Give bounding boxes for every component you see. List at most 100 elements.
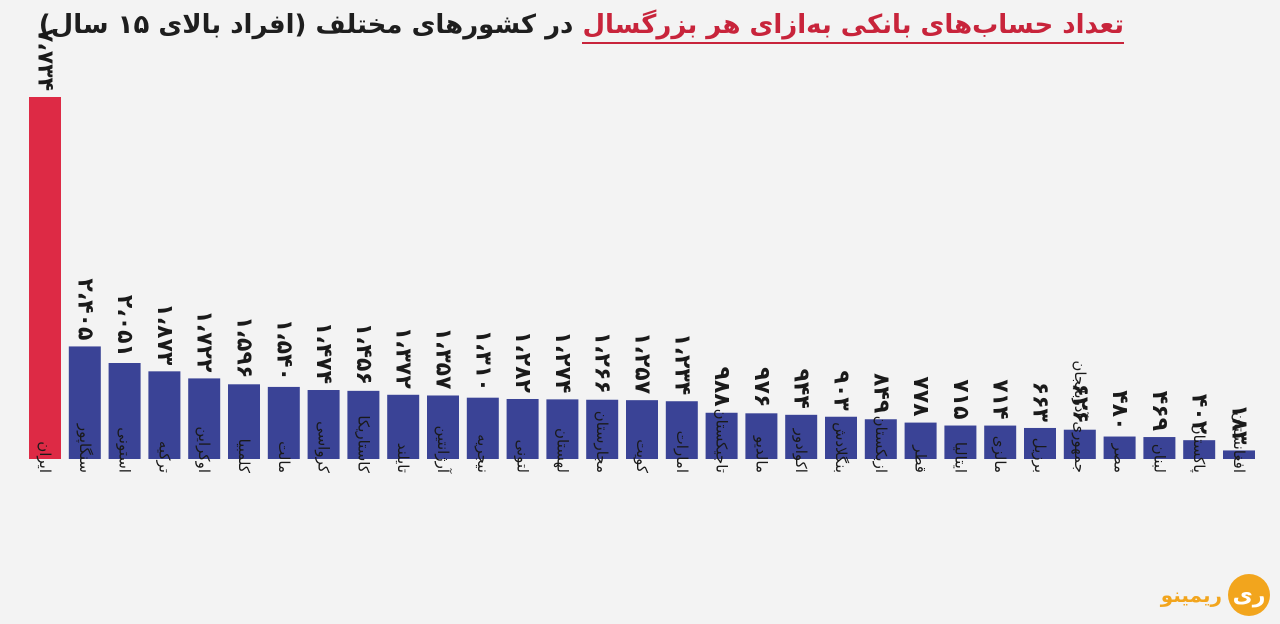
category-label-6: مالت (275, 441, 293, 473)
value-label-18: ۹۷۶ (749, 367, 774, 407)
chart-title-highlight: تعداد حساب‌های بانکی به‌ازای هر بزرگسال (582, 10, 1124, 44)
value-label-17: ۹۸۸ (709, 366, 734, 407)
bar-28 (1143, 437, 1176, 459)
value-label-21: ۸۴۹ (868, 373, 893, 413)
category-label-8: کاستاریکا (354, 415, 372, 474)
value-label-2: ۲،۰۵۱ (112, 295, 137, 357)
bar-6 (267, 386, 300, 459)
bar-8 (347, 390, 380, 459)
category-label-9: تایلند (394, 443, 412, 473)
category-label-12: لتونی (514, 439, 532, 473)
value-label-20: ۹۰۳ (829, 370, 854, 411)
bar-17 (705, 412, 738, 459)
bar-18 (745, 413, 778, 459)
bar-30 (1223, 450, 1255, 459)
value-label-24: ۷۱۴ (988, 379, 1013, 419)
category-label-4: اوکراین (195, 426, 213, 473)
category-label-11: نیجریه (474, 434, 492, 473)
category-label-29: پاکستان (1189, 424, 1208, 473)
category-label-14: مجارستان (593, 411, 611, 473)
category-label-23: ایتالیا (951, 442, 969, 473)
chart-title: تعداد حساب‌های بانکی به‌ازای هر بزرگسال … (38, 10, 1124, 44)
category-label-22: قطر (912, 444, 930, 473)
category-label-17: تاجیکستان (713, 409, 731, 473)
bar-29 (1183, 440, 1216, 459)
category-label-21: ازبکستان (872, 416, 890, 473)
category-label-3: ترکیه (155, 441, 173, 473)
bar-5 (228, 384, 260, 459)
value-label-30: ۱۸۳ (1227, 404, 1252, 445)
bar-25 (1024, 427, 1056, 459)
bar-7 (307, 390, 340, 459)
value-label-27: ۴۸۰ (1107, 390, 1132, 430)
value-label-11: ۱،۳۱۰ (470, 330, 495, 392)
category-label-20: بنگلادش (832, 422, 850, 473)
category-label-0: ایران (36, 441, 54, 473)
bar-23 (944, 425, 977, 459)
value-label-15: ۱،۲۵۷ (630, 332, 655, 395)
bar-26 (1063, 429, 1096, 459)
logo-text: ریمینو (1160, 583, 1222, 607)
category-label-15: کویت (633, 439, 651, 474)
value-label-5: ۱،۵۹۶ (232, 316, 257, 378)
category-label-19: اکوادور (792, 428, 810, 473)
bar-3 (148, 371, 181, 459)
value-label-25: ۶۶۳ (1028, 382, 1053, 423)
bar-13 (546, 399, 579, 459)
bar-2 (108, 363, 141, 459)
category-label-30: افغانستان (1230, 412, 1248, 473)
value-label-26: ۶۲۶ (1067, 383, 1092, 423)
category-label-24: مالزی (991, 436, 1009, 473)
category-label-27: مصر (1111, 443, 1129, 473)
value-label-10: ۱،۳۵۷ (431, 327, 456, 390)
logo: ری ریمینو (1161, 574, 1270, 616)
value-label-0: ۷،۷۳۴ (33, 29, 58, 91)
chart-title-rest: در کشورهای مختلف (افراد بالای ۱۵ سال) (38, 10, 583, 40)
logo-icon: ری (1228, 574, 1270, 616)
value-label-6: ۱،۵۴۰ (271, 319, 296, 381)
bar-22 (904, 422, 937, 459)
value-label-4: ۱،۷۲۲ (192, 310, 217, 373)
category-label-25: برزیل (1031, 438, 1049, 473)
bar-14 (586, 399, 619, 459)
bar-21 (864, 419, 897, 459)
bar-19 (785, 414, 818, 459)
bar-20 (825, 416, 857, 459)
bar-4 (188, 378, 221, 459)
value-label-22: ۷۷۸ (908, 376, 933, 417)
bar-27 (1103, 436, 1136, 459)
bar-0 (29, 97, 61, 459)
category-label-7: کرواسی (315, 421, 333, 474)
bar-9 (387, 394, 420, 459)
value-label-3: ۱،۸۷۳ (152, 303, 177, 366)
value-label-19: ۹۴۴ (789, 369, 814, 409)
value-label-23: ۷۱۵ (948, 379, 973, 419)
category-label-16: امارات (673, 431, 691, 473)
bar-24 (984, 425, 1017, 459)
bar-12 (506, 398, 539, 459)
category-label-28: لبنان (1150, 444, 1168, 473)
value-label-16: ۱،۲۳۴ (669, 333, 694, 395)
value-label-1: ۲،۴۰۵ (72, 278, 97, 340)
value-label-9: ۱،۳۷۲ (391, 327, 416, 390)
bar-16 (665, 401, 698, 459)
category-label-13: لهستان (553, 428, 571, 473)
category-label-18: مالدیو (752, 435, 770, 473)
category-label-10: آرژانتین (434, 426, 452, 474)
value-label-7: ۱،۴۷۴ (311, 322, 336, 384)
category-label-1: سنگاپور (75, 423, 94, 473)
category-label-5: کلمبیا (235, 439, 253, 474)
value-label-12: ۱،۲۸۲ (510, 331, 535, 394)
category-label-2: استونی (116, 427, 134, 473)
bar-15 (626, 400, 658, 459)
bar-10 (427, 395, 459, 459)
value-label-29: ۴۰۲ (1187, 394, 1212, 435)
bar-11 (466, 397, 499, 459)
value-label-28: ۴۶۹ (1147, 391, 1172, 431)
value-label-8: ۱،۴۵۶ (351, 323, 376, 385)
category-label-26: جمهوری آذربایجان (1071, 360, 1089, 473)
bar-1 (68, 346, 101, 459)
value-label-13: ۱،۲۷۴ (550, 331, 575, 393)
value-label-14: ۱،۲۶۶ (590, 332, 615, 394)
